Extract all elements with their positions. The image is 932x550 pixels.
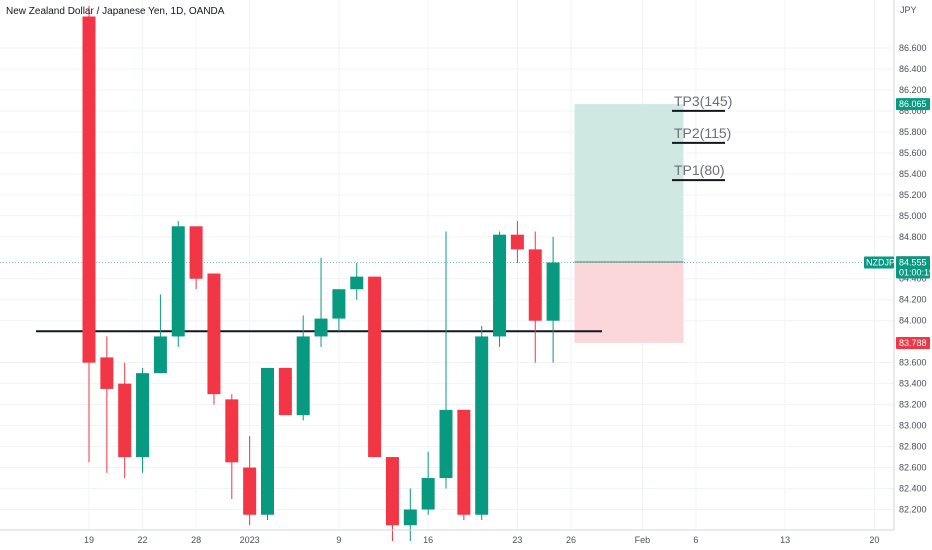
candle-body xyxy=(136,373,150,458)
take-profit-label: TP2(115) xyxy=(674,125,731,141)
x-tick-label: Feb xyxy=(635,535,651,545)
y-tick-label: 85.400 xyxy=(899,169,927,179)
candle-body xyxy=(314,318,328,337)
candle-body xyxy=(82,16,96,363)
candle-body xyxy=(332,289,346,319)
countdown-timer: 01:00:19 xyxy=(899,267,932,277)
candle-body xyxy=(403,509,417,526)
candle-body xyxy=(296,336,310,416)
candle-body xyxy=(546,262,560,321)
candle-body xyxy=(368,276,382,458)
candles xyxy=(82,6,560,541)
candle-body xyxy=(189,226,203,279)
loss-zone xyxy=(574,262,684,343)
candle-body xyxy=(439,409,453,479)
candle-body xyxy=(510,234,524,250)
candle-body xyxy=(457,409,471,515)
y-tick-label: 86.400 xyxy=(899,64,927,74)
y-tick-label: 83.400 xyxy=(899,379,927,389)
y-tick-label: 85.000 xyxy=(899,211,927,221)
take-profit-label: TP1(80) xyxy=(674,162,725,178)
candle-body xyxy=(493,234,507,337)
candle-body xyxy=(475,336,489,515)
x-tick-label: 26 xyxy=(566,535,576,545)
x-tick-label: 23 xyxy=(512,535,522,545)
x-tick-label: 16 xyxy=(423,535,433,545)
y-tick-label: 86.600 xyxy=(899,43,927,53)
candle-body xyxy=(153,336,167,374)
stop-price-badge-bg xyxy=(896,336,930,349)
symbol-name-badge-bg xyxy=(864,256,894,269)
x-tick-label: 19 xyxy=(84,535,94,545)
x-tick-label: 13 xyxy=(780,535,790,545)
x-tick-label: 9 xyxy=(336,535,341,545)
position-zones xyxy=(574,104,684,343)
y-tick-label: 86.000 xyxy=(899,106,927,116)
chart-title: New Zealand Dollar / Japanese Yen, 1D, O… xyxy=(6,6,225,17)
y-tick-label: 84.000 xyxy=(899,316,927,326)
take-profit-lines: TP1(80) TP2(115) TP3(145) xyxy=(672,93,732,182)
x-tick-label: 20 xyxy=(869,535,879,545)
candle-body xyxy=(118,383,132,458)
symbol-name-badge: NZDJPY xyxy=(866,257,901,267)
x-tick-label: 2023 xyxy=(240,535,260,545)
y-tick-label: 83.000 xyxy=(899,421,927,431)
candle-body xyxy=(350,276,364,290)
target-price-badge: 86.065 xyxy=(899,99,927,109)
symbol-price-badge-bg xyxy=(896,256,930,279)
y-tick-label: 83.200 xyxy=(899,400,927,410)
y-tick-label: 85.600 xyxy=(899,148,927,158)
y-tick-label: 82.800 xyxy=(899,442,927,452)
y-tick-label: 84.800 xyxy=(899,232,927,242)
candle-body xyxy=(278,367,292,416)
target-price-badge-bg xyxy=(896,98,930,111)
candle-body xyxy=(261,367,274,515)
x-tick-label: 22 xyxy=(138,535,148,545)
y-tick-label: 86.200 xyxy=(899,85,927,95)
candle-body xyxy=(243,467,257,515)
candle-body xyxy=(207,273,221,395)
y-tick-label: 85.800 xyxy=(899,127,927,137)
currency-label: JPY xyxy=(900,5,917,15)
y-tick-label: 83.600 xyxy=(899,358,927,368)
x-tick-label: 28 xyxy=(191,535,201,545)
candle-body xyxy=(385,457,399,526)
candle-body xyxy=(528,249,542,321)
y-tick-label: 84.200 xyxy=(899,295,927,305)
y-tick-label: 82.600 xyxy=(899,463,927,473)
candle-body xyxy=(225,399,239,463)
y-tick-label: 82.400 xyxy=(899,484,927,494)
candle-body xyxy=(100,357,114,389)
y-tick-label: 82.200 xyxy=(899,505,927,515)
candle-body xyxy=(421,478,435,510)
candle-body xyxy=(171,226,185,337)
take-profit-label: TP3(145) xyxy=(674,93,732,109)
symbol-price-badge: 84.555 xyxy=(899,257,927,267)
stop-price-badge: 83.788 xyxy=(899,338,927,348)
y-tick-label: 85.200 xyxy=(899,190,927,200)
profit-zone xyxy=(574,104,684,263)
y-tick-label: 84.400 xyxy=(899,274,927,284)
x-tick-label: 6 xyxy=(693,535,698,545)
